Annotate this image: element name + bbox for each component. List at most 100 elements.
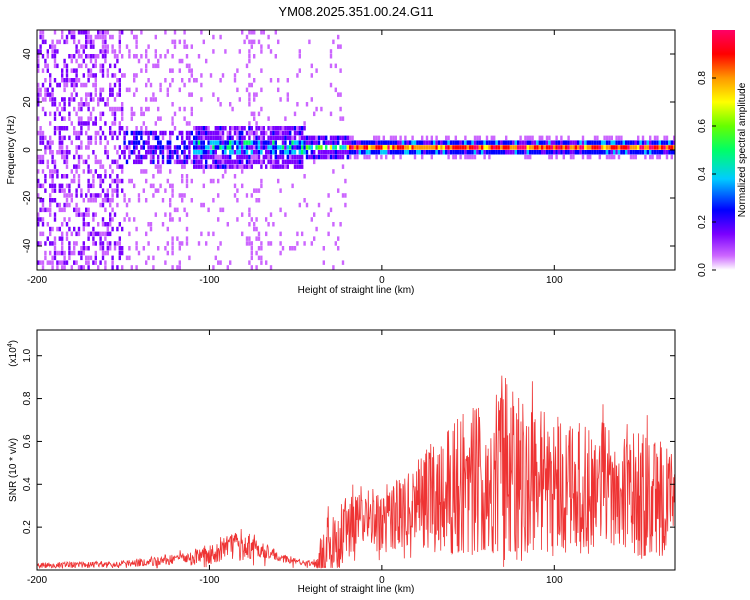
heatmap-cell xyxy=(325,150,328,155)
heatmap-cell xyxy=(65,154,69,160)
heatmap-cell xyxy=(113,54,117,59)
heatmap-cell xyxy=(104,54,107,59)
heatmap-cell xyxy=(615,135,618,141)
heatmap-cell xyxy=(80,106,83,112)
heatmap-cell xyxy=(87,54,90,59)
heatmap-cell xyxy=(212,164,215,169)
heatmap-cell xyxy=(49,92,52,97)
heatmap-cell xyxy=(308,154,311,160)
heatmap-cell xyxy=(113,145,117,150)
heatmap-cell xyxy=(296,126,299,131)
heatmap-cell xyxy=(39,260,42,265)
heatmap-cell xyxy=(85,130,88,136)
heatmap-cell xyxy=(142,250,145,256)
heatmap-cell xyxy=(77,106,81,112)
heatmap-cell xyxy=(121,30,124,35)
heatmap-cell xyxy=(63,82,66,88)
heatmap-cell xyxy=(279,154,282,160)
heatmap-cell xyxy=(286,145,289,150)
heatmap-cell xyxy=(118,241,121,246)
heatmap-cell xyxy=(433,150,436,155)
heatmap-cell xyxy=(190,44,193,49)
heatmap-cell xyxy=(176,207,179,213)
heatmap-cell xyxy=(217,164,220,169)
heatmap-cell xyxy=(284,135,287,141)
heatmap-cell xyxy=(183,159,186,165)
heatmap-cell xyxy=(118,39,121,45)
heatmap-cell xyxy=(142,145,145,150)
heatmap-cell xyxy=(368,140,371,145)
colorbar-tick-label: 0.6 xyxy=(697,119,708,133)
heatmap-cell xyxy=(373,145,376,150)
heatmap-cell xyxy=(255,150,258,155)
heatmap-cell xyxy=(185,241,189,246)
heatmap-cell xyxy=(572,150,575,155)
heatmap-cell xyxy=(260,164,263,169)
heatmap-cell xyxy=(58,130,61,136)
heatmap-cell xyxy=(329,150,333,155)
heatmap-cell xyxy=(255,121,258,126)
heatmap-cell xyxy=(248,54,251,59)
heatmap-cell xyxy=(63,250,66,256)
heatmap-cell xyxy=(61,154,64,160)
colorbar-tick-label: 0.8 xyxy=(697,71,708,85)
heatmap-cell xyxy=(94,54,97,59)
heatmap-cell xyxy=(65,68,69,73)
heatmap-cell xyxy=(44,178,47,184)
heatmap-cell xyxy=(77,265,81,270)
heatmap-cell xyxy=(356,140,359,145)
heatmap-cell xyxy=(193,135,196,141)
heatmap-cell xyxy=(157,169,160,174)
heatmap-cell xyxy=(80,126,83,131)
heatmap-cell xyxy=(305,102,309,107)
heatmap-cell xyxy=(423,140,426,145)
heatmap-cell xyxy=(99,34,102,40)
heatmap-cell xyxy=(274,150,277,155)
heatmap-cell xyxy=(430,140,433,145)
heatmap-cell xyxy=(39,183,42,189)
heatmap-cell xyxy=(284,207,287,213)
heatmap-cell xyxy=(123,193,126,198)
heatmap-cell xyxy=(89,92,93,97)
heatmap-cell xyxy=(272,222,275,227)
heatmap-cell xyxy=(195,135,198,141)
heatmap-cell xyxy=(58,202,61,208)
heatmap-cell xyxy=(387,145,390,150)
heatmap-cell xyxy=(471,140,474,145)
heatmap-cell xyxy=(368,154,371,160)
heatmap-cell xyxy=(598,145,601,150)
heatmap-cell xyxy=(125,212,129,217)
heatmap-cell xyxy=(241,130,244,136)
heatmap-cell xyxy=(159,130,162,136)
heatmap-cell xyxy=(77,39,81,45)
heatmap-cell xyxy=(521,140,525,145)
heatmap-cell xyxy=(269,126,273,131)
heatmap-cell xyxy=(82,198,85,203)
heatmap-cell xyxy=(188,78,191,83)
heatmap-cell xyxy=(92,63,95,69)
snr-frame xyxy=(36,329,676,571)
heatmap-cell xyxy=(97,102,100,107)
heatmap-cell xyxy=(183,150,186,155)
heatmap-cell xyxy=(341,145,345,150)
heatmap-cell xyxy=(92,217,95,222)
heatmap-cell xyxy=(116,164,119,169)
heatmap-cell xyxy=(495,140,498,145)
heatmap-cell xyxy=(116,188,119,193)
heatmap-cell xyxy=(39,126,42,131)
heatmap-cell xyxy=(226,154,229,160)
heatmap-cell xyxy=(245,154,249,160)
heatmap-cell xyxy=(46,164,49,169)
heatmap-cell xyxy=(221,159,225,165)
heatmap-cell xyxy=(188,140,191,145)
heatmap-cell xyxy=(248,126,251,131)
heatmap-cell xyxy=(80,188,83,193)
heatmap-cell xyxy=(154,121,157,126)
heatmap-cell xyxy=(212,145,215,150)
heatmap-cell xyxy=(212,150,215,155)
heatmap-cell xyxy=(161,150,165,155)
heatmap-cell xyxy=(178,154,181,160)
heatmap-cell xyxy=(334,154,337,160)
heatmap-cell xyxy=(495,150,498,155)
heatmap-cell xyxy=(87,207,90,213)
